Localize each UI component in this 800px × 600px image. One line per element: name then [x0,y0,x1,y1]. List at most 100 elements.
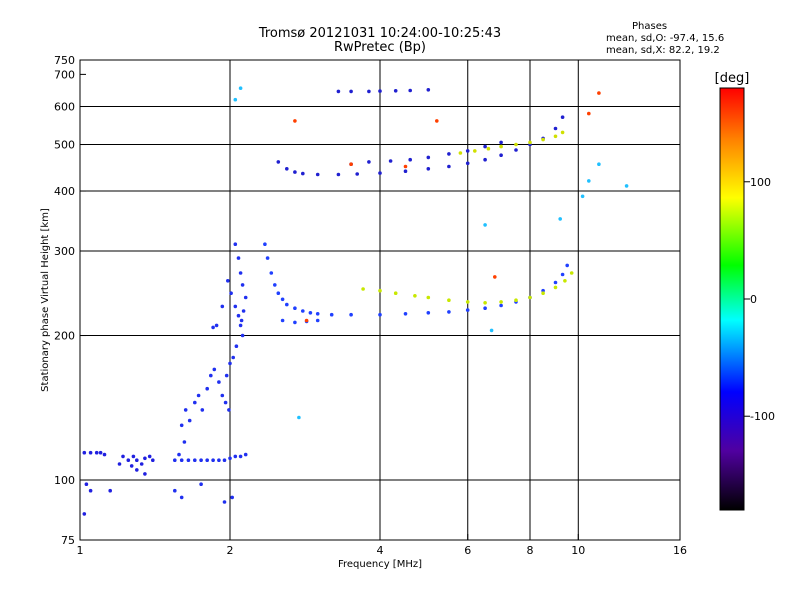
data-point [378,171,382,175]
y-tick-label: 75 [61,534,75,547]
data-point [378,312,382,317]
data-point [297,415,301,420]
data-point [179,423,184,428]
data-point [483,301,487,305]
grid-lines [80,60,680,540]
data-point [199,458,203,463]
data-point [228,456,232,461]
y-tick-label: 600 [54,101,75,114]
y-axis-label: Stationary phase Virtual Height [km] [40,208,51,392]
data-point [301,309,305,313]
data-point [499,303,503,308]
data-point [528,295,532,300]
data-point [565,263,569,268]
data-point [558,217,562,221]
data-point [173,488,177,493]
data-point [276,160,281,164]
colorbar [719,87,745,511]
data-point [273,283,277,287]
data-point [228,361,232,366]
data-point [499,140,503,145]
data-point [483,306,487,311]
data-point [403,164,408,169]
data-point [243,452,248,457]
data-point [553,285,558,290]
data-point [177,452,181,457]
data-point [553,134,558,139]
data-point [388,159,393,163]
data-point [447,164,451,169]
colorbar-tick-label: 100 [750,176,771,189]
data-point [230,495,234,500]
data-point [426,311,431,315]
data-point [349,312,353,317]
data-point [483,157,487,162]
data-point [241,309,246,313]
data-point [236,256,241,260]
data-point [458,151,463,155]
data-point [293,170,297,174]
data-point [233,454,238,459]
data-point [240,283,245,287]
data-point [528,140,532,145]
data-point [183,408,188,412]
data-point [147,454,152,459]
data-point [173,458,177,463]
data-point [151,458,155,463]
data-point [229,291,233,296]
data-point [205,458,209,463]
colorbar-label: [deg] [715,71,750,86]
data-point [131,454,136,459]
data-point [315,318,320,323]
data-point [403,169,408,173]
data-point [553,126,558,131]
data-point [139,462,144,466]
data-point [231,355,235,360]
x-tick-label: 8 [527,544,534,557]
data-point [597,162,601,166]
data-point [126,458,131,463]
y-tick-label: 700 [54,68,75,81]
data-point [238,454,243,459]
data-point [243,295,248,300]
data-point [82,512,87,516]
data-point [473,149,477,153]
data-point [308,311,313,315]
data-point [304,318,309,323]
x-tick-label: 4 [377,544,384,557]
x-tick-label: 16 [673,544,687,557]
x-tick-label: 2 [227,544,234,557]
data-point [285,302,289,307]
data-point [569,271,574,275]
data-point [233,304,238,309]
x-axis-label: Frequency [MHz] [338,559,422,570]
data-point [408,88,413,93]
phase-o-stats: mean, sd,O: -97.4, 15.6 [606,33,725,44]
data-point [179,495,184,500]
data-point [489,328,494,333]
data-point [336,89,341,94]
data-point [84,482,89,487]
data-point [426,295,431,300]
data-point [211,325,215,330]
data-point [135,468,139,472]
data-point [143,472,147,476]
data-point [580,194,585,199]
data-point [224,373,229,378]
data-point [280,318,285,323]
data-point [378,89,382,93]
data-point [426,155,431,160]
data-point [263,242,267,246]
data-point [182,440,187,444]
chart-subtitle: RwPretec (Bp) [333,40,427,55]
colorbar-tick-label: -100 [750,410,775,423]
data-point [98,450,103,455]
data-point [426,167,431,171]
data-point [541,137,545,142]
data-point [217,458,221,463]
data-point [193,400,197,405]
data-point [233,97,238,102]
data-point [227,408,231,412]
data-points [82,86,629,516]
